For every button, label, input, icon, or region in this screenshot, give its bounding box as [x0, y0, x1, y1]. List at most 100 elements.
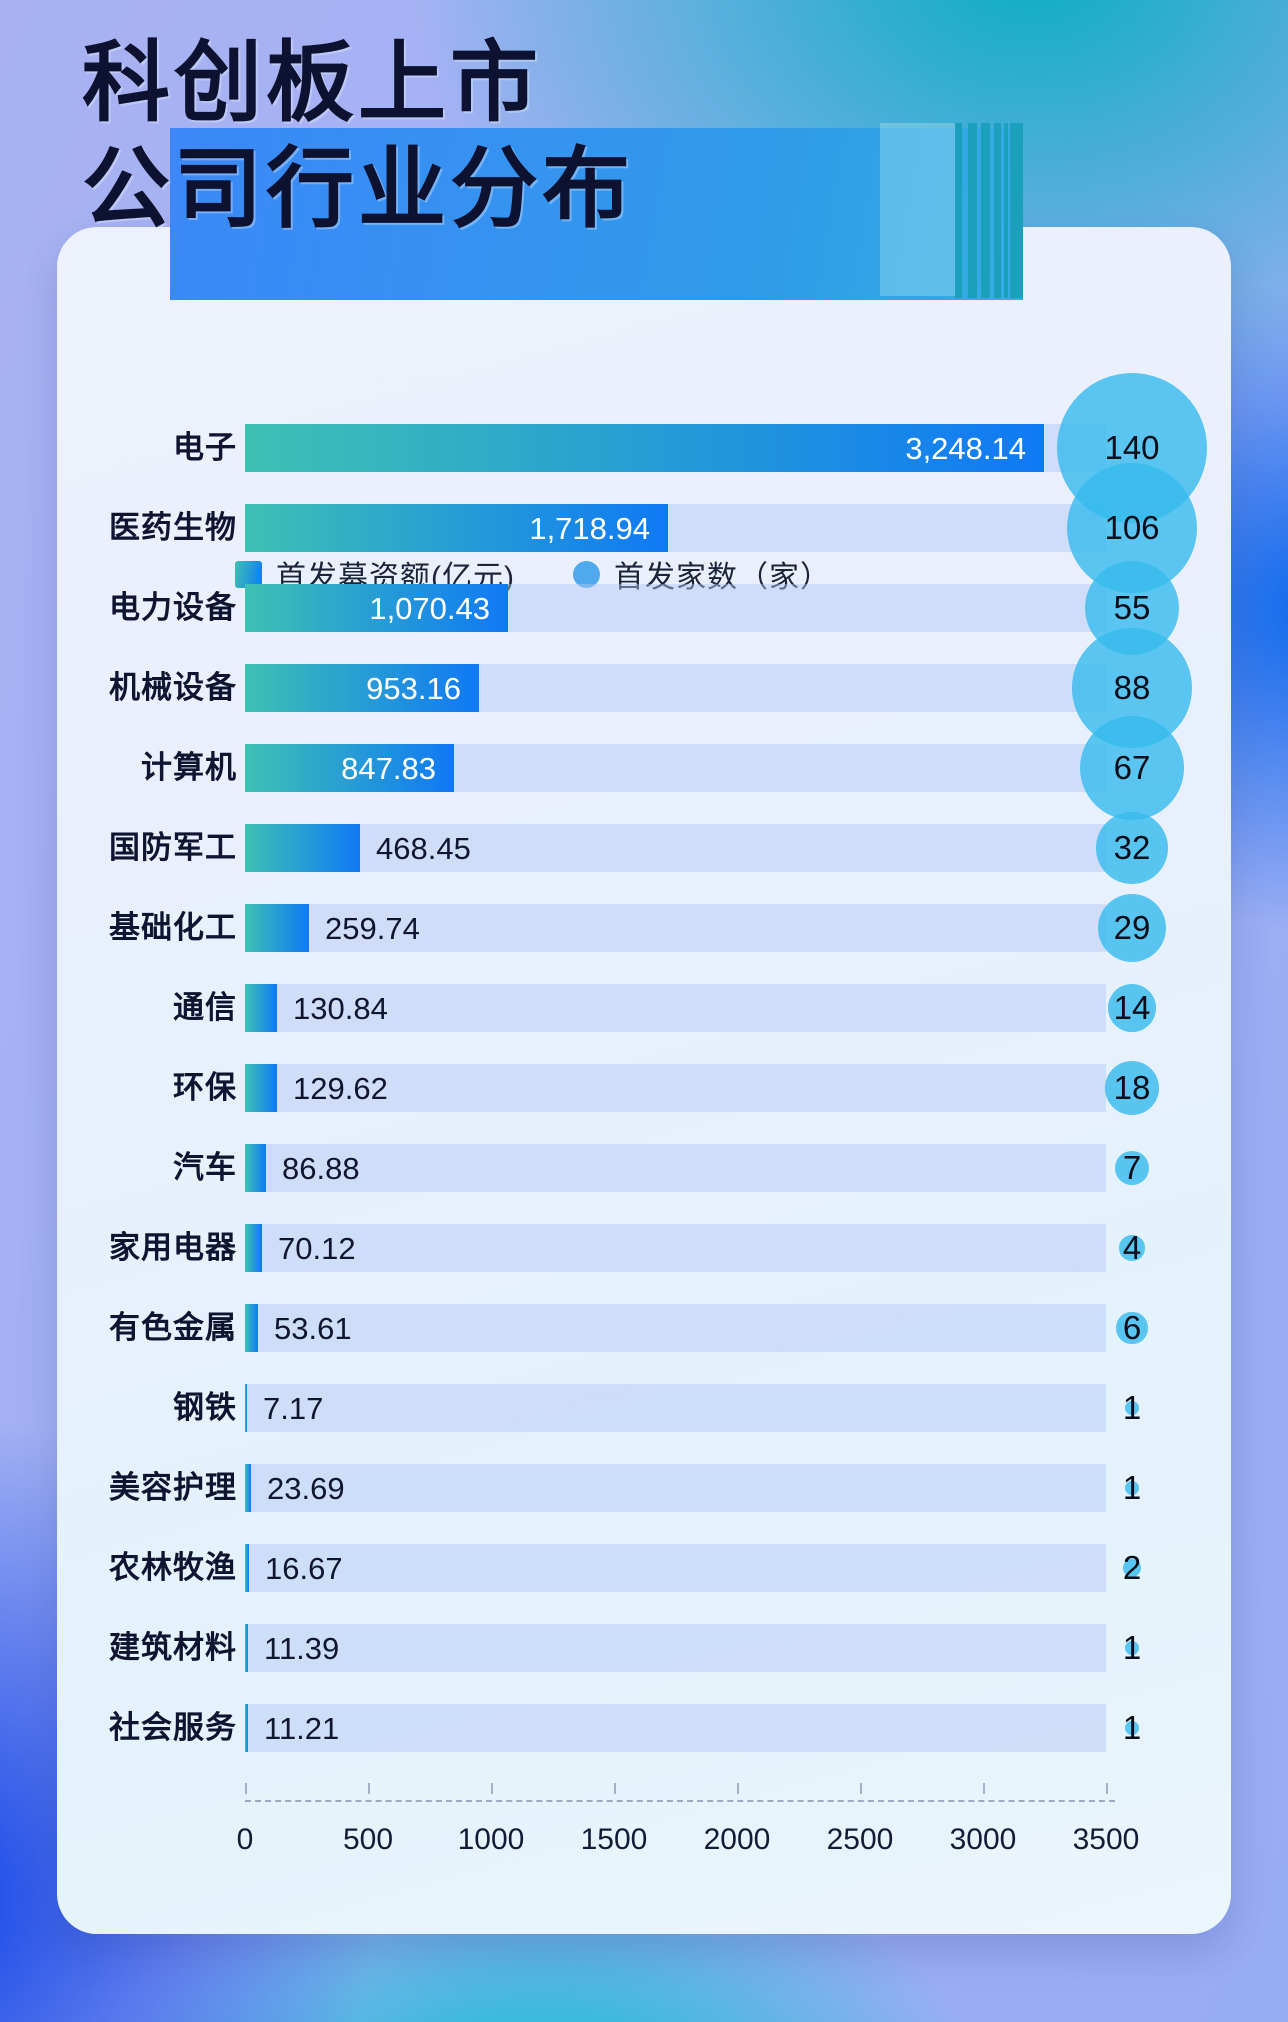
category-label: 汽车 — [173, 1150, 237, 1185]
bar-value: 11.39 — [264, 1631, 340, 1666]
x-axis-tick-label: 500 — [342, 1823, 394, 1856]
count-bubble — [1080, 716, 1184, 820]
stripe-bar — [1010, 123, 1023, 298]
count-bubble — [1108, 984, 1156, 1032]
count-bubble — [1116, 1312, 1148, 1344]
bar-value: 16.67 — [265, 1551, 343, 1586]
count-bubble — [1125, 1721, 1139, 1735]
category-label: 家用电器 — [109, 1230, 237, 1265]
bar — [245, 1704, 248, 1752]
bar — [245, 1624, 248, 1672]
count-value: 55 — [1113, 589, 1151, 626]
category-label: 钢铁 — [173, 1390, 237, 1425]
count-value: 18 — [1113, 1069, 1151, 1106]
count-value: 29 — [1113, 909, 1151, 946]
bar-value: 23.69 — [267, 1471, 345, 1506]
bar — [245, 424, 1044, 472]
category-label: 电子 — [173, 430, 237, 465]
bar-track — [245, 824, 1106, 872]
count-value: 14 — [1113, 989, 1151, 1026]
bar-track — [245, 1704, 1106, 1752]
count-bubble — [1096, 812, 1168, 884]
bar-value: 53.61 — [274, 1311, 352, 1346]
count-bubble — [1119, 1235, 1145, 1261]
bar-value: 7.17 — [263, 1391, 324, 1426]
count-bubble — [1123, 1559, 1141, 1577]
category-label: 医药生物 — [109, 510, 237, 545]
bar-value: 130.84 — [293, 991, 388, 1026]
x-axis-tick — [983, 1783, 985, 1794]
bar — [245, 1224, 262, 1272]
bar-track — [245, 1224, 1106, 1272]
x-axis-tick — [245, 1783, 247, 1794]
bar-value: 86.88 — [282, 1151, 360, 1186]
bar — [245, 984, 277, 1032]
category-label: 国防军工 — [109, 830, 237, 865]
bar — [245, 1064, 277, 1112]
count-bubble — [1125, 1481, 1139, 1495]
bar-value: 1,718.94 — [529, 511, 650, 546]
stripe-bar — [994, 123, 1001, 298]
title-highlight-band — [170, 128, 1023, 300]
count-value: 140 — [1104, 429, 1160, 466]
title-line-1: 科创板上市 — [82, 33, 543, 132]
count-value: 6 — [1122, 1309, 1142, 1346]
category-label: 农林牧渔 — [109, 1550, 237, 1585]
bar-value: 847.83 — [341, 751, 436, 786]
count-value: 88 — [1113, 669, 1151, 706]
bar — [245, 824, 360, 872]
count-value: 1 — [1122, 1469, 1142, 1506]
x-axis-tick — [368, 1783, 370, 1794]
category-label: 基础化工 — [109, 910, 237, 945]
x-axis-tick-label: 3500 — [1072, 1823, 1140, 1856]
count-bubble — [1097, 893, 1167, 963]
count-value: 106 — [1104, 509, 1160, 546]
stripe-bar — [1004, 123, 1008, 298]
x-axis-tick — [1106, 1783, 1108, 1794]
bar-track — [245, 1144, 1106, 1192]
bar-track — [245, 1624, 1106, 1672]
bar-value: 11.21 — [264, 1711, 340, 1746]
category-label: 电力设备 — [109, 590, 237, 625]
count-bubble — [1125, 1401, 1139, 1415]
x-axis-tick — [491, 1783, 493, 1794]
legend-bubble-label: 首发家数（家） — [614, 561, 831, 594]
bubble-series-swatch — [573, 560, 600, 588]
bar-track — [245, 1384, 1106, 1432]
x-axis-tick-label: 3000 — [949, 1823, 1017, 1856]
bar — [245, 584, 508, 632]
bar — [245, 904, 309, 952]
bar — [245, 744, 454, 792]
x-axis-tick-label: 1000 — [457, 1823, 525, 1856]
category-label: 社会服务 — [109, 1710, 237, 1745]
count-value: 1 — [1122, 1389, 1142, 1426]
bar-track — [245, 1464, 1106, 1512]
count-value: 1 — [1122, 1629, 1142, 1666]
bar-value: 953.16 — [366, 671, 461, 706]
x-axis-tick-label: 1500 — [580, 1823, 648, 1856]
bar-value: 70.12 — [278, 1231, 356, 1266]
count-value: 7 — [1122, 1149, 1142, 1186]
bar-series-swatch — [235, 560, 262, 588]
bar-value: 468.45 — [376, 831, 471, 866]
stripe-bar — [968, 123, 977, 298]
x-axis-tick-label: 2000 — [703, 1823, 771, 1856]
stripe-backdrop — [880, 123, 955, 296]
count-bubble — [1115, 1151, 1149, 1185]
category-label: 美容护理 — [109, 1470, 237, 1505]
x-axis-tick — [737, 1783, 739, 1794]
count-bubble — [1105, 1061, 1159, 1115]
page-title: 科创板上市 公司行业分布 — [82, 30, 634, 242]
count-value: 1 — [1122, 1709, 1142, 1746]
bar — [245, 504, 668, 552]
stripe-bar — [955, 123, 962, 298]
bar-track — [245, 984, 1106, 1032]
bar-track — [245, 1064, 1106, 1112]
count-value: 67 — [1113, 749, 1151, 786]
category-label: 通信 — [173, 990, 237, 1025]
bar — [245, 1384, 247, 1432]
count-value: 32 — [1113, 829, 1151, 866]
x-axis-tick — [614, 1783, 616, 1794]
title-line-2: 公司行业分布 — [82, 139, 635, 238]
